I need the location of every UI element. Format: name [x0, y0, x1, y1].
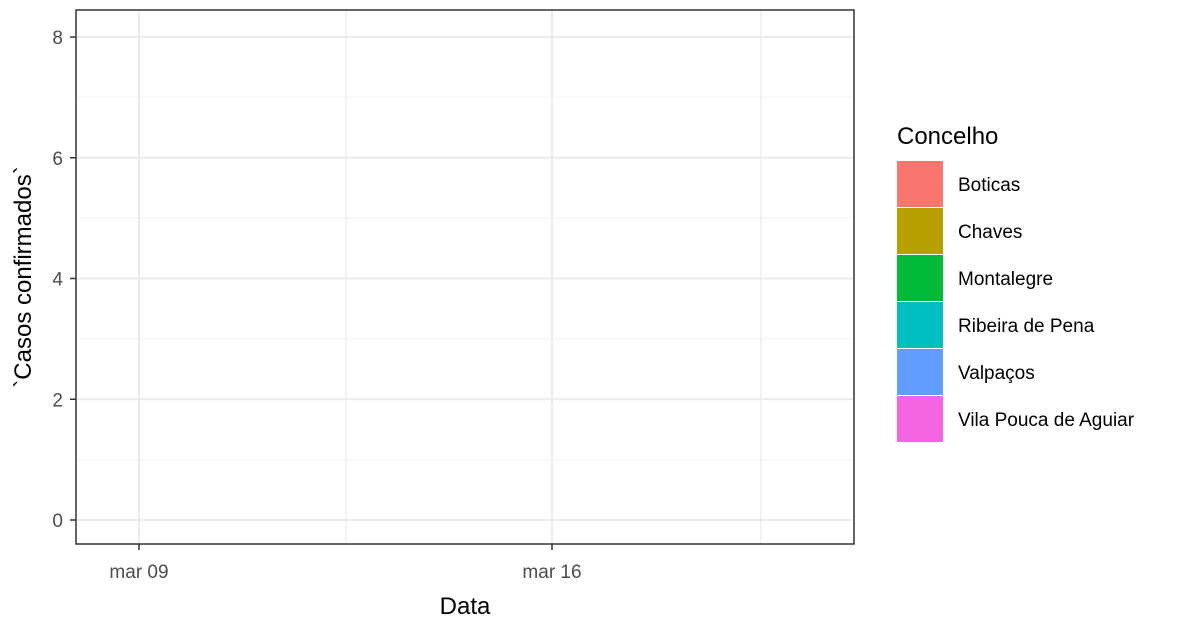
x-axis-title: Data — [440, 593, 491, 619]
legend-entries: Boticas Chaves Montalegre Ribeira de Pena Va… — [897, 161, 1135, 442]
panel-border — [75, 9, 855, 545]
legend-label: Montalegre — [958, 269, 1053, 290]
legend-label: Boticas — [958, 175, 1020, 196]
legend-label: Chaves — [958, 222, 1022, 243]
legend-key — [897, 161, 943, 207]
y-axis-title: `Casos confirmados` — [10, 166, 37, 387]
gridlines — [77, 11, 853, 543]
x-tick-label: mar 09 — [109, 562, 168, 583]
y-tick-label: 2 — [52, 390, 63, 411]
y-tick-label: 4 — [52, 270, 63, 291]
legend-label: Valpaços — [958, 363, 1035, 384]
legend-key — [897, 208, 943, 254]
legend-key — [897, 396, 943, 442]
x-tick-label: mar 16 — [522, 562, 581, 583]
y-tick-label: 0 — [52, 511, 63, 532]
legend-key — [897, 255, 943, 301]
legend-key — [897, 302, 943, 348]
y-tick-label: 6 — [52, 149, 63, 170]
legend-key — [897, 349, 943, 395]
legend: Concelho Boticas Chaves Montalegre Ribeira … — [897, 123, 1135, 442]
y-tick-label: 8 — [52, 28, 63, 49]
legend-title: Concelho — [897, 123, 998, 150]
legend-label: Ribeira de Pena — [958, 316, 1095, 337]
y-axis: 0 2 4 6 8 — [52, 28, 76, 532]
legend-label: Vila Pouca de Aguiar — [958, 410, 1135, 431]
x-axis: mar 09 mar 16 — [109, 544, 582, 583]
